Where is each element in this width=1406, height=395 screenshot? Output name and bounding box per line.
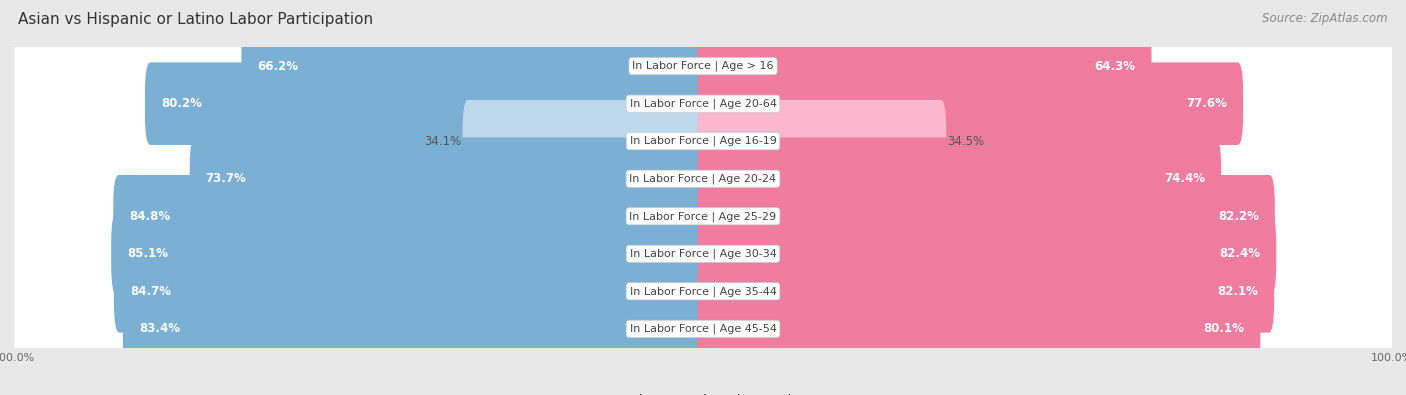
Text: 84.8%: 84.8% [129, 210, 170, 223]
FancyBboxPatch shape [13, 21, 1393, 111]
Text: 80.2%: 80.2% [160, 97, 201, 110]
FancyBboxPatch shape [463, 100, 709, 182]
Text: In Labor Force | Age 25-29: In Labor Force | Age 25-29 [630, 211, 776, 222]
Text: 83.4%: 83.4% [139, 322, 180, 335]
FancyBboxPatch shape [122, 288, 709, 370]
FancyBboxPatch shape [13, 58, 1393, 149]
FancyBboxPatch shape [697, 100, 946, 182]
Text: In Labor Force | Age 20-24: In Labor Force | Age 20-24 [630, 173, 776, 184]
Text: In Labor Force | Age 35-44: In Labor Force | Age 35-44 [630, 286, 776, 297]
Text: 34.5%: 34.5% [948, 135, 984, 148]
FancyBboxPatch shape [13, 209, 1393, 299]
FancyBboxPatch shape [114, 250, 709, 333]
Text: 82.2%: 82.2% [1218, 210, 1258, 223]
Text: 82.1%: 82.1% [1218, 285, 1258, 298]
Text: 77.6%: 77.6% [1187, 97, 1227, 110]
Text: Asian vs Hispanic or Latino Labor Participation: Asian vs Hispanic or Latino Labor Partic… [18, 12, 374, 27]
Text: In Labor Force | Age 45-54: In Labor Force | Age 45-54 [630, 324, 776, 334]
FancyBboxPatch shape [697, 62, 1243, 145]
Text: In Labor Force | Age 20-64: In Labor Force | Age 20-64 [630, 98, 776, 109]
FancyBboxPatch shape [190, 137, 709, 220]
FancyBboxPatch shape [697, 137, 1220, 220]
Text: 66.2%: 66.2% [257, 60, 298, 73]
Text: 82.4%: 82.4% [1219, 247, 1260, 260]
Text: 73.7%: 73.7% [205, 172, 246, 185]
FancyBboxPatch shape [697, 288, 1260, 370]
FancyBboxPatch shape [13, 96, 1393, 186]
FancyBboxPatch shape [13, 171, 1393, 261]
Text: 64.3%: 64.3% [1095, 60, 1136, 73]
Text: 84.7%: 84.7% [129, 285, 170, 298]
Text: Source: ZipAtlas.com: Source: ZipAtlas.com [1263, 12, 1388, 25]
FancyBboxPatch shape [114, 175, 709, 258]
FancyBboxPatch shape [242, 25, 709, 107]
Text: 85.1%: 85.1% [127, 247, 169, 260]
Legend: Asian, Hispanic or Latino: Asian, Hispanic or Latino [599, 394, 807, 395]
FancyBboxPatch shape [697, 175, 1275, 258]
Text: In Labor Force | Age 16-19: In Labor Force | Age 16-19 [630, 136, 776, 147]
Text: 34.1%: 34.1% [425, 135, 461, 148]
Text: In Labor Force | Age > 16: In Labor Force | Age > 16 [633, 61, 773, 71]
FancyBboxPatch shape [13, 246, 1393, 337]
Text: 80.1%: 80.1% [1204, 322, 1244, 335]
Text: 74.4%: 74.4% [1164, 172, 1205, 185]
FancyBboxPatch shape [697, 25, 1152, 107]
FancyBboxPatch shape [145, 62, 709, 145]
FancyBboxPatch shape [13, 284, 1393, 374]
FancyBboxPatch shape [697, 250, 1274, 333]
FancyBboxPatch shape [13, 134, 1393, 224]
FancyBboxPatch shape [697, 213, 1277, 295]
FancyBboxPatch shape [111, 213, 709, 295]
Text: In Labor Force | Age 30-34: In Labor Force | Age 30-34 [630, 248, 776, 259]
